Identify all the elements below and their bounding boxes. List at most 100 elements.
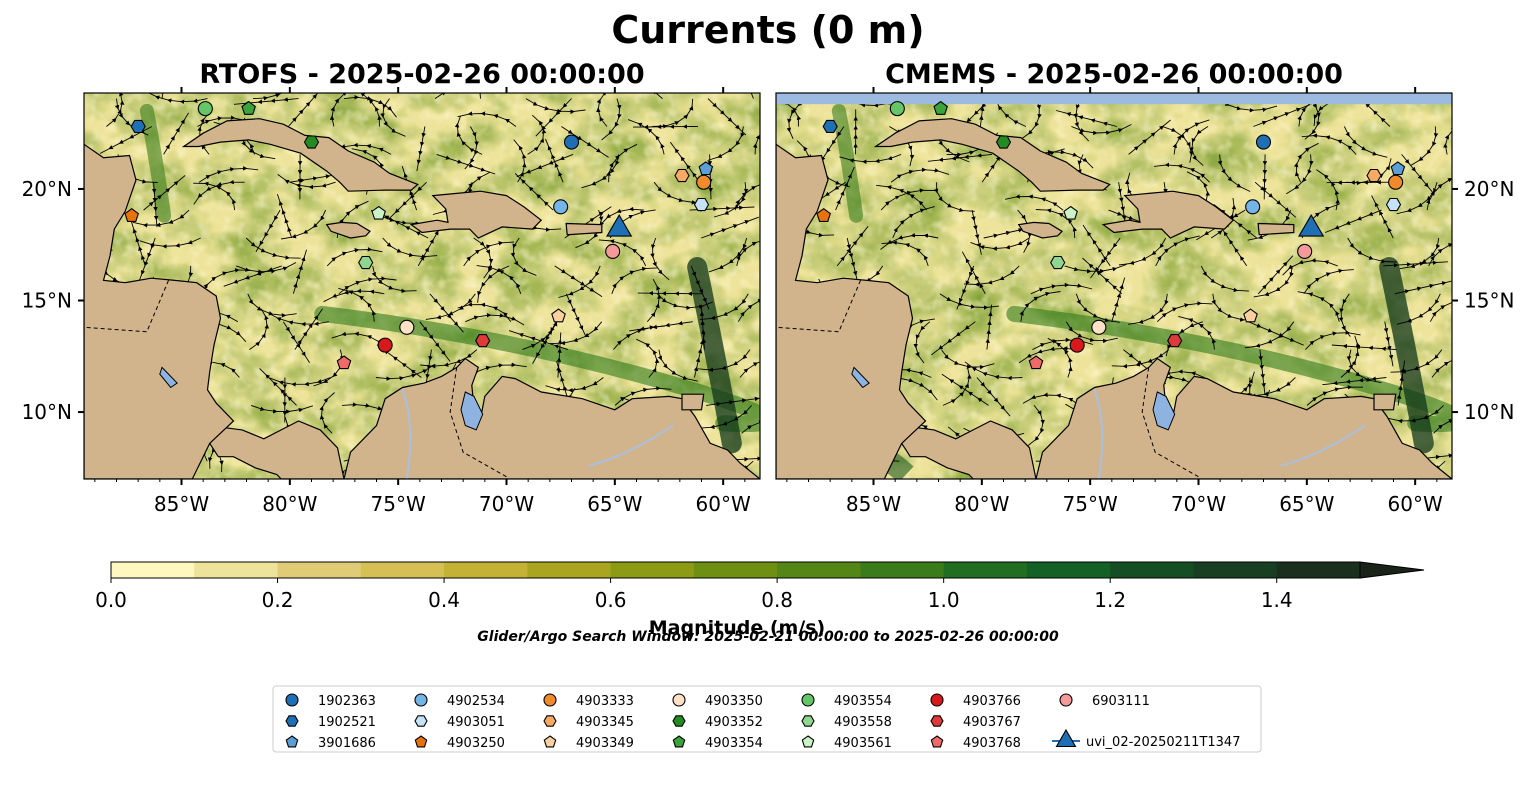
streamline bbox=[292, 249, 307, 294]
streamline bbox=[132, 209, 190, 228]
legend-marker-uvi_02-20250211T1347 bbox=[1055, 728, 1077, 748]
legend-marker-4903352 bbox=[672, 715, 686, 727]
streamline bbox=[1253, 265, 1294, 298]
streamline bbox=[1254, 181, 1297, 218]
colorbar: 0.0 0.2 0.4 0.6 0.8 1.0 1.2 1.4 bbox=[95, 561, 1425, 612]
streamline bbox=[708, 237, 748, 273]
streamline bbox=[371, 265, 417, 294]
float-4903350 bbox=[1091, 319, 1107, 335]
float-4903558 bbox=[1050, 255, 1066, 270]
streamline bbox=[1035, 208, 1078, 239]
float-4903554 bbox=[889, 101, 905, 117]
legend-marker-4903333 bbox=[543, 693, 557, 707]
lon-tick-label: 85°W bbox=[846, 492, 901, 516]
legend-label: 4903352 bbox=[705, 715, 763, 730]
streamline bbox=[1056, 110, 1118, 127]
streamline bbox=[596, 93, 608, 127]
colorbar-tick-label: 1.4 bbox=[1261, 588, 1293, 612]
colorbar-tick-label: 0.6 bbox=[595, 588, 627, 612]
country-border bbox=[449, 367, 507, 478]
streamline bbox=[556, 332, 563, 378]
streamline bbox=[1178, 315, 1217, 350]
streamline bbox=[939, 293, 1000, 310]
streamline bbox=[1343, 126, 1388, 158]
streamline bbox=[1082, 257, 1123, 295]
colorbar-tick-label: 1.2 bbox=[1094, 588, 1126, 612]
legend-label: 4903250 bbox=[447, 736, 505, 751]
float-4903354 bbox=[241, 100, 256, 115]
lon-tick-label: 60°W bbox=[696, 492, 751, 516]
colorbar-label: Magnitude (m/s) bbox=[649, 617, 826, 639]
legend-label: 4903354 bbox=[705, 736, 763, 751]
streamline bbox=[1433, 412, 1452, 434]
lake-nicaragua bbox=[159, 366, 178, 389]
river bbox=[588, 424, 674, 467]
streamline bbox=[1387, 405, 1444, 424]
streamline bbox=[1005, 194, 1064, 211]
land-central-america bbox=[84, 143, 235, 479]
streamline bbox=[151, 182, 159, 228]
streamline bbox=[1217, 154, 1251, 192]
streamline bbox=[1401, 154, 1434, 194]
streamline bbox=[933, 182, 975, 213]
legend-marker-1902521 bbox=[285, 715, 299, 727]
streamline bbox=[1410, 126, 1439, 166]
streamline bbox=[1282, 258, 1338, 276]
legend-marker-4903767 bbox=[930, 715, 944, 727]
colorbar-segment bbox=[277, 562, 362, 578]
legend-marker-3901686 bbox=[285, 735, 299, 748]
streamline bbox=[532, 321, 557, 364]
lat-tick-label: 15°N bbox=[1464, 289, 1514, 313]
float-4903558 bbox=[358, 255, 374, 270]
float-uvi_02-20250211T1347 bbox=[606, 214, 633, 237]
lat-tick-label: 10°N bbox=[22, 400, 72, 424]
float-4903768 bbox=[336, 355, 352, 370]
streamline bbox=[700, 293, 749, 321]
streamline bbox=[1258, 349, 1266, 395]
streamline bbox=[549, 321, 603, 346]
legend-marker-4903354 bbox=[672, 735, 686, 748]
legend-label: 4903768 bbox=[963, 736, 1021, 751]
streamline bbox=[193, 179, 245, 205]
land-south-america bbox=[1035, 357, 1452, 479]
river bbox=[1280, 424, 1366, 467]
lat-tick-label: 20°N bbox=[22, 177, 72, 201]
streamline bbox=[1394, 280, 1452, 295]
streamline bbox=[1127, 293, 1169, 325]
streamline bbox=[707, 154, 713, 200]
streamline bbox=[1018, 346, 1078, 364]
streamline bbox=[1371, 195, 1394, 239]
colorbar-segment bbox=[1193, 562, 1278, 578]
streamline bbox=[611, 266, 658, 294]
streamline bbox=[223, 265, 282, 287]
map-panels: RTOFS - 2025-02-26 00:00:00 85°W 80°W 75°W 7… bbox=[22, 59, 1515, 516]
lon-tick-label: 75°W bbox=[1063, 492, 1118, 516]
streamline bbox=[646, 278, 662, 322]
streamline bbox=[510, 237, 537, 276]
streamline bbox=[545, 377, 604, 393]
float-4903250 bbox=[816, 208, 831, 222]
streamline bbox=[741, 417, 760, 434]
streamline bbox=[259, 368, 297, 406]
float-4903350 bbox=[399, 319, 415, 335]
colorbar-segment bbox=[860, 562, 945, 578]
streamline bbox=[1396, 293, 1441, 325]
streamline bbox=[319, 392, 335, 434]
streamline bbox=[1390, 349, 1443, 374]
float-4903349 bbox=[1243, 308, 1258, 323]
streamline bbox=[707, 126, 745, 161]
legend-label: 4903333 bbox=[576, 694, 634, 709]
streamline bbox=[1396, 182, 1438, 215]
streamline bbox=[99, 126, 153, 154]
streamline bbox=[846, 237, 859, 283]
streamline bbox=[281, 209, 327, 240]
colorbar-segment bbox=[111, 562, 195, 578]
colorbar-tick-label: 0.2 bbox=[262, 588, 294, 612]
river bbox=[401, 389, 412, 479]
land-puerto-rico bbox=[565, 222, 603, 236]
streamline bbox=[971, 210, 982, 255]
lon-tick-label: 70°W bbox=[1171, 492, 1226, 516]
legend-marker-4903350 bbox=[672, 693, 686, 707]
float-6903111 bbox=[605, 243, 621, 259]
